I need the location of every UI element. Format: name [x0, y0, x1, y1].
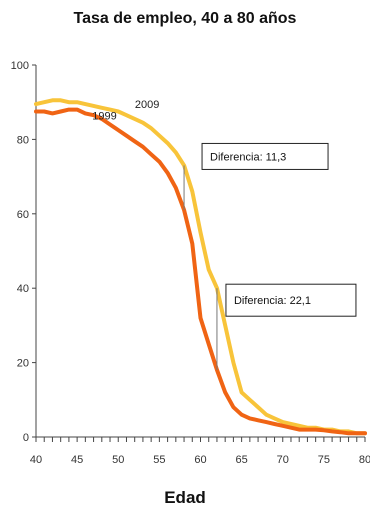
- x-tick-label: 55: [153, 454, 165, 466]
- x-tick-label: 50: [112, 454, 124, 466]
- x-tick-label: 75: [318, 454, 330, 466]
- x-axis-label: Edad: [164, 488, 206, 507]
- chart-title: Tasa de empleo, 40 a 80 años: [73, 10, 297, 27]
- y-tick-label: 0: [23, 432, 29, 444]
- difference-box: [201, 142, 329, 170]
- y-tick-label: 60: [17, 209, 29, 221]
- annotations-group: Diferencia: 11,3 Diferencia: 22,1: [183, 142, 357, 371]
- difference-box: [225, 283, 357, 317]
- series-label-1999: 1999: [92, 111, 116, 123]
- series-group: 2009 1999: [34, 98, 367, 436]
- x-tick-label: 70: [277, 454, 289, 466]
- x-tick-label: 65: [236, 454, 248, 466]
- y-tick-label: 100: [11, 60, 29, 72]
- x-tick-label: 40: [30, 454, 42, 466]
- series-label-2009: 2009: [135, 99, 159, 111]
- x-tick-label: 60: [194, 454, 206, 466]
- x-tick-label: 45: [71, 454, 83, 466]
- difference-label: Diferencia: 11,3: [210, 151, 286, 163]
- y-tick-label: 20: [17, 358, 29, 370]
- series-line-1999: [34, 107, 367, 436]
- difference-label: Diferencia: 22,1: [234, 295, 311, 307]
- x-tick-label: 80: [359, 454, 370, 466]
- axes: 40 45 50 55 60 65 70 75 80 0 20 40 60 80 100: [11, 60, 370, 466]
- y-tick-label: 40: [17, 283, 29, 295]
- y-tick-label: 80: [17, 134, 29, 146]
